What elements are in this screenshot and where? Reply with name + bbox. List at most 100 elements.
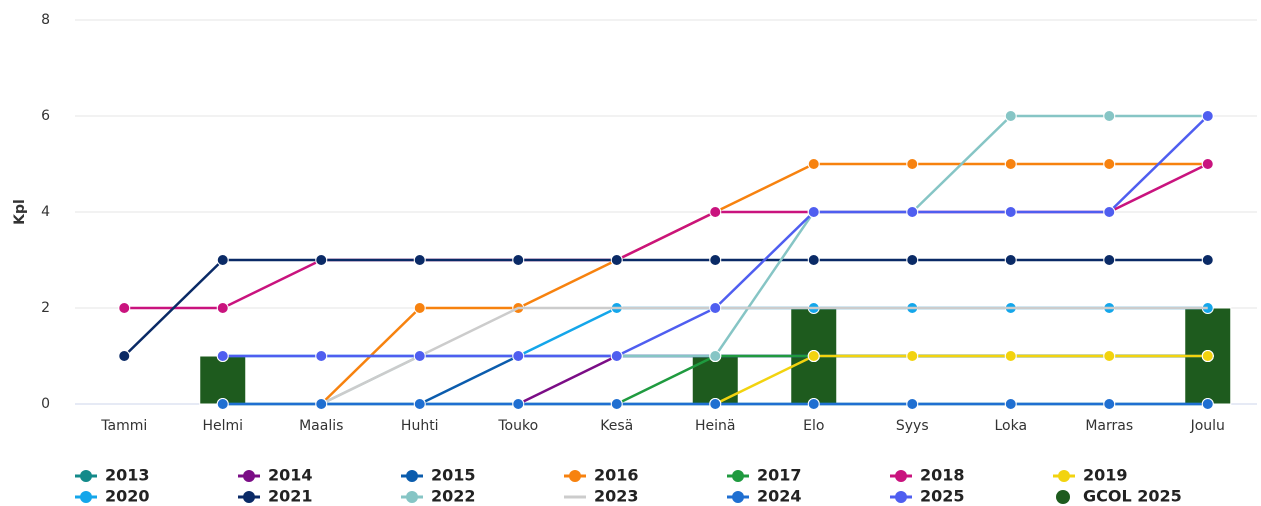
legend-label: 2022	[431, 487, 476, 506]
legend-symbol	[406, 470, 418, 482]
point	[1201, 110, 1214, 122]
legend-label: 2017	[757, 466, 802, 485]
legend-symbol	[243, 491, 255, 503]
point	[1004, 158, 1017, 170]
legend-symbol	[569, 470, 581, 482]
point	[413, 350, 426, 362]
point	[807, 350, 820, 362]
legend-symbol	[243, 470, 255, 482]
legend-label: 2015	[431, 466, 476, 485]
point	[216, 254, 229, 266]
point	[413, 254, 426, 266]
point	[906, 254, 919, 266]
x-tick-label: Kesä	[600, 418, 633, 434]
series-line	[517, 354, 1208, 406]
point	[315, 254, 328, 266]
legend-label: 2016	[594, 466, 639, 485]
point	[216, 350, 229, 362]
y-tick-label: 0	[41, 396, 50, 412]
series-line	[714, 354, 1208, 406]
point	[216, 302, 229, 314]
point	[1004, 110, 1017, 122]
point	[1004, 398, 1017, 410]
legend-label: 2024	[757, 487, 802, 506]
legend-label: 2014	[268, 466, 313, 485]
x-tick-label: Huhti	[401, 418, 439, 434]
legend-symbol	[732, 470, 744, 482]
y-tick-label: 2	[41, 300, 50, 316]
y-tick-label: 8	[41, 12, 50, 28]
point	[1201, 158, 1214, 170]
x-tick-label: Helmi	[202, 418, 243, 434]
point	[807, 158, 820, 170]
legend-label: 2021	[268, 487, 313, 506]
point	[512, 350, 525, 362]
series-line	[222, 306, 1208, 358]
point	[1103, 206, 1116, 218]
point	[1004, 254, 1017, 266]
point	[709, 302, 722, 314]
y-tick-label: 6	[41, 108, 50, 124]
y-tick-label: 4	[41, 204, 50, 220]
point	[709, 398, 722, 410]
point	[413, 398, 426, 410]
point	[1103, 398, 1116, 410]
point	[610, 254, 623, 266]
point	[906, 350, 919, 362]
lines	[118, 110, 1214, 410]
point	[512, 398, 525, 410]
point	[807, 398, 820, 410]
x-tick-label: Touko	[497, 418, 538, 434]
x-tick-label: Loka	[994, 418, 1027, 434]
point	[610, 398, 623, 410]
point	[413, 302, 426, 314]
x-tick-label: Joulu	[1190, 418, 1225, 434]
point	[1201, 398, 1214, 410]
bar	[199, 355, 247, 405]
point	[709, 206, 722, 218]
series-line	[320, 162, 1208, 405]
legend-symbol	[732, 491, 744, 503]
legend-symbol	[1058, 470, 1070, 482]
legend-label: 2019	[1083, 466, 1128, 485]
legend-label: 2013	[105, 466, 150, 485]
point	[118, 302, 131, 314]
x-tick-label: Maalis	[299, 418, 343, 434]
point	[315, 398, 328, 410]
point	[709, 254, 722, 266]
series-line	[123, 258, 1208, 357]
point	[1103, 254, 1116, 266]
point	[216, 398, 229, 410]
series-line	[124, 162, 1209, 310]
legend-label: 2023	[594, 487, 639, 506]
point	[807, 206, 820, 218]
point	[1103, 110, 1116, 122]
x-tick-label: Elo	[803, 418, 824, 434]
point	[1201, 254, 1214, 266]
point	[1004, 206, 1017, 218]
series-line	[222, 115, 1209, 358]
point	[906, 158, 919, 170]
legend-label: 2025	[920, 487, 965, 506]
legend-symbol	[80, 491, 92, 503]
legend-symbol	[406, 491, 418, 503]
point	[315, 350, 328, 362]
y-axis-label: Kpl	[12, 199, 28, 225]
point	[118, 350, 131, 362]
point	[1004, 350, 1017, 362]
x-tick-label: Syys	[896, 418, 929, 434]
legend-label: 2018	[920, 466, 965, 485]
legend-symbol	[1056, 490, 1070, 504]
legend-symbol	[80, 470, 92, 482]
point	[1201, 350, 1214, 362]
point	[512, 254, 525, 266]
x-tick-label: Heinä	[695, 418, 735, 434]
legend-symbol	[895, 491, 907, 503]
x-tick-label: Marras	[1085, 418, 1133, 434]
x-tick-label: Tammi	[100, 418, 147, 434]
point	[1103, 158, 1116, 170]
point	[709, 350, 722, 362]
series-line	[320, 306, 1208, 406]
point	[1103, 350, 1116, 362]
